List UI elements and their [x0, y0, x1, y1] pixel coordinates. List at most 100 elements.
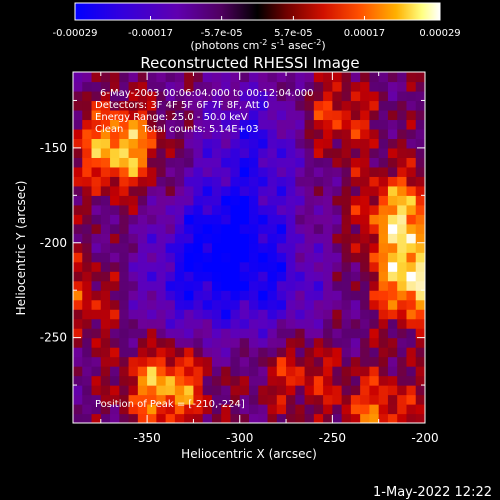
heatmap-cell — [258, 366, 269, 377]
heatmap-cell — [193, 404, 204, 415]
heatmap-cell — [147, 299, 157, 310]
heatmap-cell — [110, 195, 120, 206]
heatmap-cell — [313, 290, 324, 301]
heatmap-cell — [202, 290, 213, 301]
heatmap-cell — [378, 271, 389, 282]
heatmap-cell — [211, 252, 222, 263]
heatmap-cell — [165, 318, 176, 329]
heatmap-cell — [267, 252, 278, 263]
heatmap-cell — [406, 261, 417, 272]
heatmap-cell — [276, 252, 287, 263]
heatmap-cell — [128, 404, 139, 415]
heatmap-cell — [341, 204, 352, 215]
heatmap-cell — [110, 271, 120, 282]
heatmap-cell — [230, 299, 241, 310]
heatmap-cell — [156, 109, 167, 121]
heatmap-cell — [332, 347, 343, 358]
heatmap-cell — [202, 347, 213, 358]
heatmap-cell — [221, 328, 232, 339]
heatmap-cell — [193, 147, 204, 158]
heatmap-cell — [267, 280, 278, 291]
heatmap-cell — [295, 233, 306, 244]
heatmap-cell — [397, 204, 408, 215]
heatmap-cell — [165, 385, 176, 396]
heatmap-cell — [276, 157, 287, 168]
heatmap-cell — [276, 280, 287, 291]
heatmap-cell — [369, 204, 380, 215]
heatmap-cell — [267, 413, 278, 423]
heatmap-cell — [276, 404, 287, 415]
heatmap-cell — [165, 214, 176, 225]
heatmap-cell — [119, 119, 130, 130]
heatmap-cell — [415, 337, 425, 348]
heatmap-cell — [230, 138, 241, 149]
heatmap-cell — [184, 318, 195, 329]
heatmap-cell — [249, 299, 259, 310]
heatmap-cell — [119, 356, 130, 367]
heatmap-cell — [239, 119, 250, 130]
heatmap-cell — [341, 413, 352, 423]
heatmap-cell — [387, 394, 398, 405]
heatmap-cell — [387, 185, 398, 196]
heatmap-cell — [193, 280, 204, 291]
heatmap-cell — [267, 166, 278, 177]
heatmap-cell — [378, 176, 389, 187]
heatmap-cell — [202, 185, 213, 196]
heatmap-cell — [174, 356, 185, 367]
heatmap-cell — [193, 337, 204, 348]
heatmap-cell — [286, 147, 296, 158]
heatmap-cell — [304, 318, 315, 329]
heatmap-cell — [313, 261, 324, 272]
heatmap-cell — [304, 128, 315, 140]
heatmap-cell — [211, 119, 222, 130]
heatmap-cell — [276, 385, 287, 396]
heatmap-cell — [267, 90, 278, 102]
heatmap-cell — [387, 366, 398, 377]
heatmap-cell — [110, 214, 120, 225]
heatmap-cell — [174, 214, 185, 225]
heatmap-cell — [165, 147, 176, 158]
heatmap-cell — [174, 147, 185, 158]
heatmap-cell — [258, 309, 269, 320]
heatmap-cell — [128, 119, 139, 130]
heatmap-cell — [73, 195, 83, 206]
heatmap-cell — [239, 261, 250, 272]
heatmap-cell — [202, 176, 213, 187]
heatmap-cell — [119, 252, 130, 263]
heatmap-cell — [184, 119, 195, 130]
heatmap-cell — [350, 413, 361, 423]
heatmap-cell — [415, 299, 425, 310]
heatmap-cell — [100, 413, 111, 423]
heatmap-cell — [276, 90, 287, 102]
heatmap-cell — [406, 185, 417, 196]
heatmap-cell — [230, 404, 241, 415]
heatmap-cell — [202, 309, 213, 320]
heatmap-cell — [82, 128, 93, 140]
heatmap-cell — [165, 157, 176, 168]
heatmap-cell — [295, 356, 306, 367]
heatmap-cell — [415, 366, 425, 377]
heatmap-cell — [387, 100, 398, 111]
heatmap-cell — [323, 347, 333, 358]
heatmap-cell — [221, 147, 232, 158]
heatmap-cell — [258, 290, 269, 301]
heatmap-cell — [119, 233, 130, 244]
heatmap-cell — [313, 81, 324, 92]
heatmap-cell — [174, 72, 185, 83]
heatmap-cell — [295, 128, 306, 140]
heatmap-cell — [249, 394, 259, 405]
heatmap-cell — [350, 328, 361, 339]
heatmap-cell — [249, 337, 259, 348]
heatmap-cell — [110, 404, 120, 415]
heatmap-cell — [276, 337, 287, 348]
heatmap-cell — [211, 195, 222, 206]
heatmap-cell — [397, 242, 408, 253]
heatmap-cell — [350, 147, 361, 158]
heatmap-cell — [73, 299, 83, 310]
heatmap-cell — [276, 100, 287, 111]
heatmap-cell — [110, 109, 120, 121]
heatmap-cell — [147, 356, 157, 367]
heatmap-cell — [286, 394, 296, 405]
heatmap-cell — [119, 309, 130, 320]
